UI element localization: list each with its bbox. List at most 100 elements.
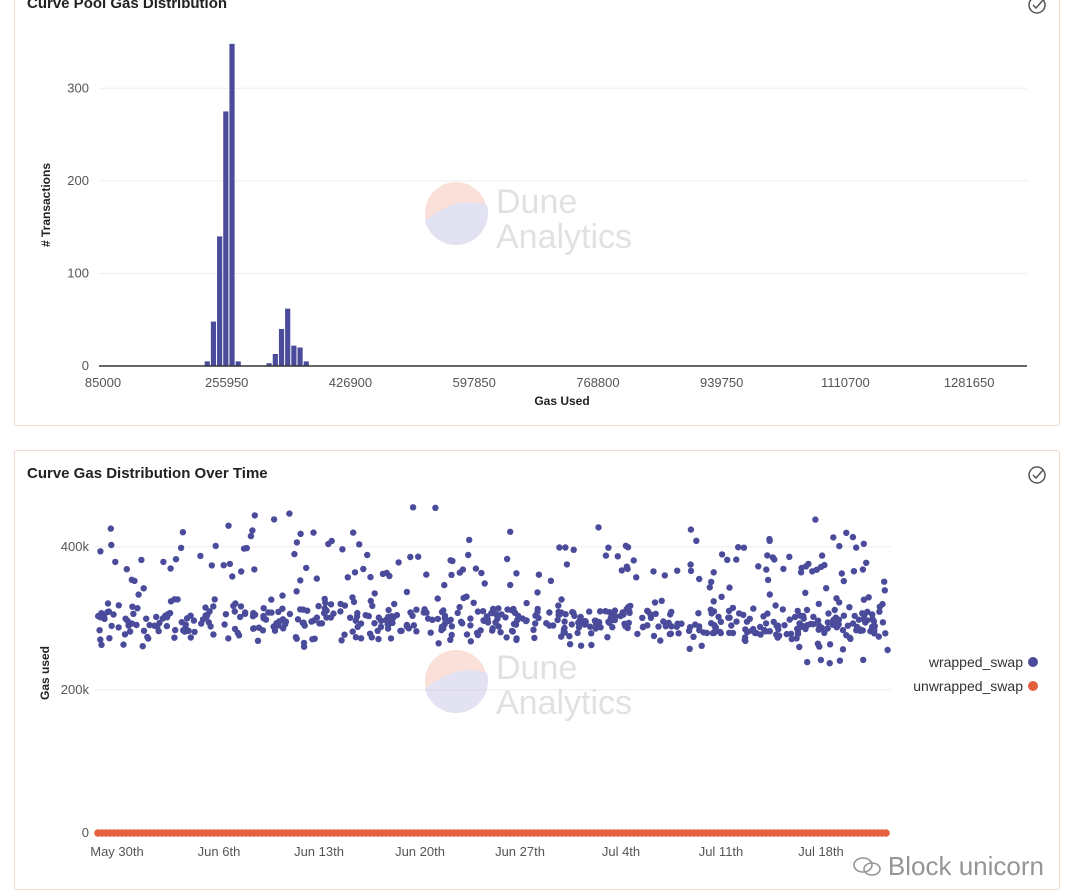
wrapped-swap-point xyxy=(260,612,267,620)
wrapped-swap-point xyxy=(611,616,618,624)
wrapped-swap-point xyxy=(675,630,682,637)
wrapped-swap-point xyxy=(311,635,318,642)
wrapped-swap-point xyxy=(226,560,234,568)
wrapped-swap-point xyxy=(250,625,257,632)
wrapped-swap-point xyxy=(566,633,573,640)
wrapped-swap-point xyxy=(432,504,439,511)
wrapped-swap-point xyxy=(633,574,640,581)
wrapped-swap-point xyxy=(367,597,374,605)
wrapped-swap-point xyxy=(347,614,354,621)
wrapped-swap-point xyxy=(844,622,852,629)
wrapped-swap-point xyxy=(362,612,369,619)
wrapped-swap-point xyxy=(534,608,541,616)
wrapped-swap-point xyxy=(510,605,517,613)
wrapped-swap-point xyxy=(459,566,467,573)
wrapped-swap-point xyxy=(674,620,681,627)
wrapped-swap-point xyxy=(282,618,290,625)
wrapped-swap-point xyxy=(229,573,236,580)
x-tick-label: Jun 6th xyxy=(198,844,241,859)
histogram-bar xyxy=(204,361,210,366)
x-tick-label: 597850 xyxy=(453,375,496,390)
wrapped-swap-point xyxy=(115,624,122,631)
watermark-line1: Dune xyxy=(496,183,577,221)
wrapped-swap-point xyxy=(766,628,773,635)
wrapped-swap-point xyxy=(783,630,790,638)
wrapped-swap-point xyxy=(644,607,651,615)
wrapped-swap-point xyxy=(225,522,232,529)
check-circle-icon[interactable] xyxy=(1027,465,1047,485)
wrapped-swap-point xyxy=(397,627,404,635)
wrapped-swap-point xyxy=(690,633,697,640)
wrapped-swap-point xyxy=(830,616,837,624)
wrapped-swap-point xyxy=(163,622,171,630)
wrapped-swap-point xyxy=(467,615,474,622)
wrapped-swap-point xyxy=(211,596,218,603)
wrapped-swap-point xyxy=(321,595,328,603)
wrapped-swap-point xyxy=(696,627,703,634)
wrapped-swap-point xyxy=(570,546,577,553)
wrapped-swap-point xyxy=(180,627,187,634)
wrapped-swap-point xyxy=(385,620,393,628)
wrapped-swap-point xyxy=(387,615,394,623)
wrapped-swap-point xyxy=(614,553,621,560)
wrapped-swap-point xyxy=(840,577,847,585)
wrapped-swap-point xyxy=(328,537,335,545)
wrapped-swap-point xyxy=(815,626,822,633)
wrapped-swap-point xyxy=(447,636,454,643)
wrapped-swap-point xyxy=(128,576,135,583)
wrapped-swap-point xyxy=(726,614,733,621)
wrapped-swap-point xyxy=(624,544,632,551)
wrapped-swap-point xyxy=(728,622,735,629)
wrapped-swap-point xyxy=(275,622,282,629)
wrapped-swap-point xyxy=(823,585,830,592)
wrapped-swap-point xyxy=(556,544,563,551)
wrapped-swap-point xyxy=(764,576,772,584)
wrapped-swap-point xyxy=(755,563,762,570)
wrapped-swap-point xyxy=(611,612,618,619)
wrapped-swap-point xyxy=(853,544,860,551)
wrapped-swap-point xyxy=(465,551,472,559)
wrapped-swap-point xyxy=(134,605,141,612)
wrapped-swap-point xyxy=(860,540,867,547)
wrapped-swap-point xyxy=(286,610,294,618)
wrapped-swap-point xyxy=(769,554,776,561)
wrapped-swap-point xyxy=(605,544,612,551)
wrapped-swap-point xyxy=(876,608,883,615)
legend-marker-unwrapped xyxy=(1028,681,1038,691)
wrapped-swap-point xyxy=(604,634,611,641)
check-circle-icon[interactable] xyxy=(1027,0,1047,15)
wrapped-swap-point xyxy=(167,565,174,572)
wrapped-swap-point xyxy=(105,608,113,615)
wrapped-swap-point xyxy=(869,616,876,623)
wrapped-swap-point xyxy=(364,551,371,559)
wrapped-swap-point xyxy=(503,634,510,641)
wrapped-swap-point xyxy=(350,529,357,536)
wrapped-swap-point xyxy=(620,611,627,618)
wrapped-swap-point xyxy=(796,643,803,651)
wrapped-swap-point xyxy=(460,594,467,602)
wrapped-swap-point xyxy=(337,608,344,615)
wrapped-swap-point xyxy=(555,602,562,609)
wrapped-swap-point xyxy=(172,626,179,634)
scatter-chart: Dune Analytics 0 200k 400k May 30th Jun 6th J… xyxy=(38,504,1038,859)
wrapped-swap-point xyxy=(630,557,637,564)
wrapped-swap-point xyxy=(793,635,800,642)
legend: wrapped_swap unwrapped_swap xyxy=(913,654,1038,694)
wrapped-swap-point xyxy=(839,646,847,653)
wrapped-swap-point xyxy=(875,633,882,640)
wrapped-swap-point xyxy=(271,627,279,634)
y-axis-label: # Transactions xyxy=(39,163,53,247)
histogram-bar xyxy=(285,308,291,366)
wrapped-swap-point xyxy=(297,530,304,537)
wrapped-swap-point xyxy=(814,640,822,647)
wrapped-swap-point xyxy=(879,619,887,626)
wrapped-swap-point xyxy=(427,629,434,636)
wrapped-swap-point xyxy=(779,606,786,613)
wrapped-swap-point xyxy=(724,556,731,563)
wrapped-swap-point xyxy=(805,560,812,568)
wrapped-swap-point xyxy=(375,614,382,621)
wrapped-swap-point xyxy=(531,634,538,642)
wrapped-swap-point xyxy=(710,598,717,605)
wrapped-swap-point xyxy=(259,627,267,634)
unwrapped-swap-point xyxy=(882,829,890,837)
